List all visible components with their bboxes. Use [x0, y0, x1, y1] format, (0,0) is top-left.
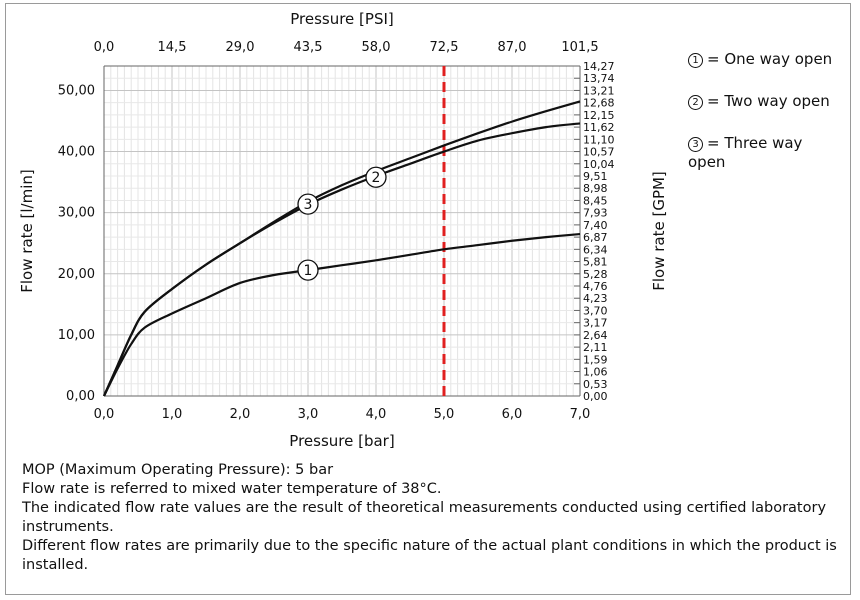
y2-tick-label: 10,57	[583, 146, 615, 159]
x-tick-label: 1,0	[162, 407, 183, 422]
y2-tick-label: 7,40	[583, 219, 608, 232]
y2-tick-label: 2,64	[583, 329, 608, 342]
y2-tick-label: 1,06	[583, 366, 608, 379]
note-temperature: Flow rate is referred to mixed water tem…	[22, 481, 442, 497]
y2-tick-label: 12,68	[583, 97, 615, 110]
y-tick-label: 20,00	[58, 267, 95, 282]
note-plant-conditions: Different flow rates are primarily due t…	[22, 538, 837, 573]
y2-tick-label: 0,00	[583, 390, 608, 403]
y-tick-label: 0,00	[66, 389, 95, 404]
y-tick-label: 50,00	[58, 83, 95, 98]
curve-marker-1	[297, 259, 319, 281]
x2-tick-label: 72,5	[430, 40, 459, 55]
y2-tick-label: 14,27	[583, 60, 615, 73]
y2-tick-label: 9,51	[583, 170, 608, 183]
x-tick-label: 6,0	[502, 407, 523, 422]
y2-tick-label: 8,45	[583, 194, 608, 207]
x2-tick-label: 0,0	[94, 40, 115, 55]
x-tick-label: 5,0	[434, 407, 455, 422]
y2-tick-label: 0,53	[583, 378, 608, 391]
legend-text-one: = One way open	[707, 50, 833, 68]
y2-axis-title: Flow rate [GPM]	[650, 171, 668, 291]
y-tick-label: 40,00	[58, 145, 95, 160]
curve-marker-label-1: 1	[304, 263, 313, 279]
y2-tick-label: 8,98	[583, 182, 608, 195]
legend-symbol-one: 1	[688, 53, 703, 68]
y-axis-title: Flow rate [l/min]	[18, 169, 36, 292]
y2-tick-label: 5,81	[583, 256, 608, 269]
note-mop: MOP (Maximum Operating Pressure): 5 bar	[22, 462, 334, 478]
y-tick-label: 10,00	[58, 328, 95, 343]
x-tick-label: 4,0	[366, 407, 387, 422]
y2-tick-label: 13,74	[583, 72, 615, 85]
y2-tick-label: 3,17	[583, 317, 608, 330]
x2-tick-label: 29,0	[226, 40, 255, 55]
y2-tick-label: 12,15	[583, 109, 615, 122]
x2-tick-label: 58,0	[362, 40, 391, 55]
x2-tick-label: 87,0	[498, 40, 527, 55]
curve-marker-label-3: 3	[304, 197, 313, 213]
y2-tick-label: 5,28	[583, 268, 608, 281]
x2-tick-label: 101,5	[561, 40, 598, 55]
y2-tick-label: 2,11	[583, 341, 608, 354]
y2-tick-label: 11,10	[583, 133, 615, 146]
notes-block: MOP (Maximum Operating Pressure): 5 bar …	[22, 461, 842, 575]
y2-tick-label: 6,34	[583, 243, 608, 256]
y2-tick-label: 4,23	[583, 292, 608, 305]
x-tick-label: 2,0	[230, 407, 251, 422]
legend-item-one-way: 1 = One way open	[688, 50, 858, 69]
y2-tick-label: 4,76	[583, 280, 608, 293]
x-tick-label: 0,0	[94, 407, 115, 422]
x-tick-label: 7,0	[570, 407, 591, 422]
curve-marker-2	[365, 166, 387, 188]
y2-tick-label: 11,62	[583, 121, 615, 134]
y2-tick-label: 7,93	[583, 207, 608, 220]
y2-tick-label: 13,21	[583, 84, 615, 97]
x-axis-title: Pressure [bar]	[289, 432, 394, 450]
legend-item-three-way: 3 = Three way open	[688, 134, 828, 172]
legend-item-two-way: 2 = Two way open	[688, 92, 858, 111]
legend-symbol-three: 3	[688, 137, 703, 152]
legend-symbol-two: 2	[688, 95, 703, 110]
x2-axis-title: Pressure [PSI]	[290, 10, 394, 28]
y2-tick-label: 6,87	[583, 231, 608, 244]
curve-marker-label-2: 2	[372, 170, 381, 186]
y2-tick-label: 1,59	[583, 353, 608, 366]
y2-tick-label: 3,70	[583, 304, 608, 317]
y-tick-label: 30,00	[58, 206, 95, 221]
note-measurements: The indicated flow rate values are the r…	[22, 500, 827, 535]
y2-tick-label: 10,04	[583, 158, 615, 171]
x2-tick-label: 43,5	[294, 40, 323, 55]
flow-rate-chart: 0,0 1,0 2,0 3,0 4,0 5,0 6,0 7,0 0,0 14,5 29,0 43,5 5…	[18, 10, 668, 450]
legend-text-three: = Three way open	[688, 134, 803, 171]
x-tick-label: 3,0	[298, 407, 319, 422]
curve-marker-3	[297, 193, 319, 215]
legend-text-two: = Two way open	[707, 92, 830, 110]
x2-tick-label: 14,5	[158, 40, 187, 55]
